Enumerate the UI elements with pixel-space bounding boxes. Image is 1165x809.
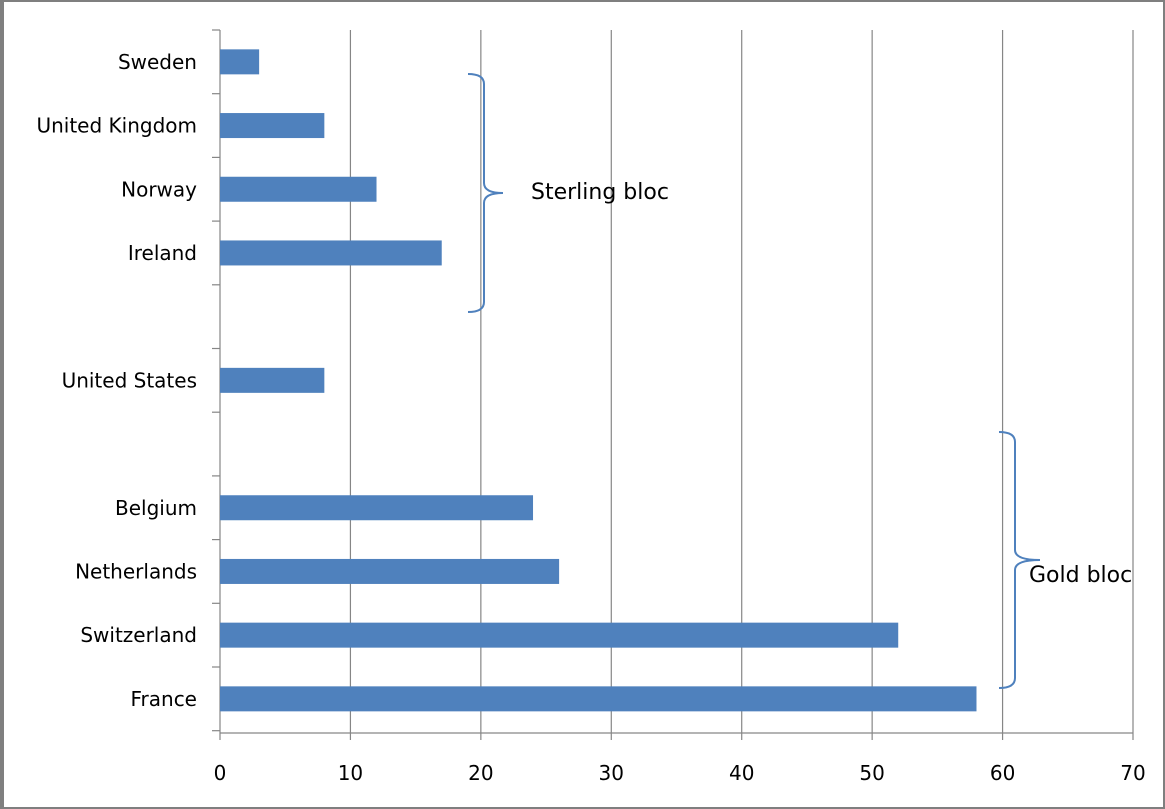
gold-bloc-label: Gold bloc — [1029, 563, 1132, 588]
bar-belgium — [220, 495, 534, 521]
category-label-switzerland: Switzerland — [80, 623, 197, 647]
category-label-netherlands: Netherlands — [75, 559, 197, 583]
gold-bloc-brace — [998, 431, 1041, 689]
gridlines — [349, 30, 1134, 733]
category-label-norway: Norway — [121, 177, 197, 201]
x-tick-label-20: 20 — [468, 761, 493, 785]
x-tick-label-10: 10 — [338, 761, 363, 785]
category-label-belgium: Belgium — [115, 496, 197, 520]
category-label-ireland: Ireland — [128, 241, 197, 265]
x-tick-label-50: 50 — [859, 761, 884, 785]
category-label-sweden: Sweden — [118, 50, 197, 74]
category-label-france: France — [130, 687, 197, 711]
bar-sweden — [220, 49, 260, 75]
sterling-bloc-label: Sterling bloc — [531, 180, 669, 205]
x-tick-label-0: 0 — [214, 761, 227, 785]
category-labels: Sweden United Kingdom Norway Ireland United … — [36, 50, 197, 711]
x-tick-label-30: 30 — [599, 761, 624, 785]
annotations: Sterling bloc Gold bloc — [467, 73, 1132, 689]
bar-norway — [220, 176, 377, 202]
x-tick-label-60: 60 — [990, 761, 1015, 785]
category-label-united-states: United States — [62, 368, 197, 392]
x-tick-label-40: 40 — [729, 761, 754, 785]
bar-ireland — [220, 240, 442, 266]
bar-france — [220, 686, 977, 712]
bar-netherlands — [220, 558, 560, 584]
x-tick-label-70: 70 — [1120, 761, 1145, 785]
bar-united-states — [220, 367, 325, 393]
bar-united-kingdom — [220, 113, 325, 139]
sterling-bloc-brace — [467, 73, 504, 313]
x-tick-labels: 0 10 20 30 40 50 60 70 — [214, 761, 1146, 785]
bars — [220, 49, 977, 712]
bar-switzerland — [220, 622, 899, 648]
category-label-united-kingdom: United Kingdom — [36, 114, 197, 138]
